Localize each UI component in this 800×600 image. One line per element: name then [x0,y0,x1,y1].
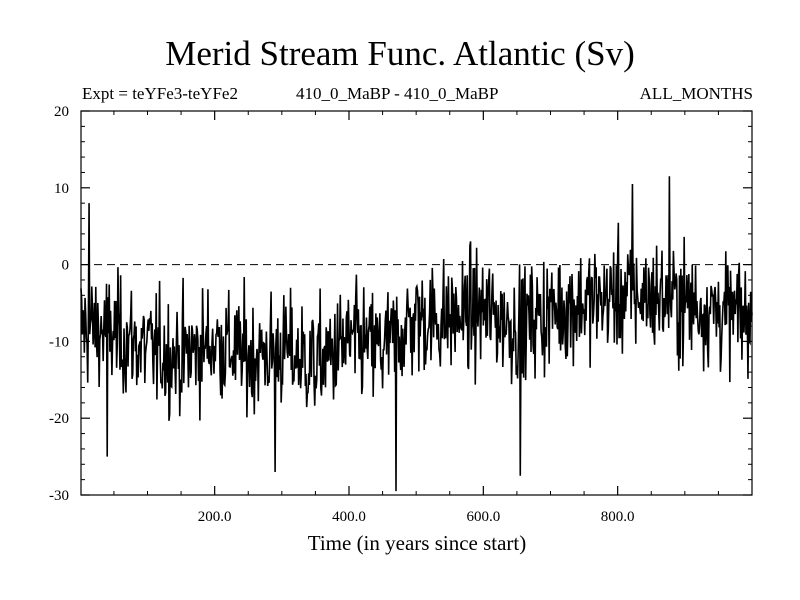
y-tick-label: -30 [49,488,69,504]
y-tick-label: 10 [54,181,69,197]
period-label: 410_0_MaBP - 410_0_MaBP [296,84,499,103]
x-tick-label: 400.0 [332,509,366,525]
y-tick-label: 0 [62,258,70,274]
y-tick-label: -20 [49,411,69,427]
months-label: ALL_MONTHS [639,84,753,103]
x-tick-label: 800.0 [601,509,635,525]
x-tick-label: 600.0 [466,509,500,525]
y-tick-label: 20 [54,104,69,120]
series-line [80,176,753,492]
x-tick-label: 200.0 [198,509,232,525]
chart-title: Merid Stream Func. Atlantic (Sv) [165,34,635,73]
x-axis-label: Time (in years since start) [308,531,527,555]
experiment-label: Expt = teYFe3-teYFe2 [82,84,238,103]
y-tick-label: -10 [49,334,69,350]
